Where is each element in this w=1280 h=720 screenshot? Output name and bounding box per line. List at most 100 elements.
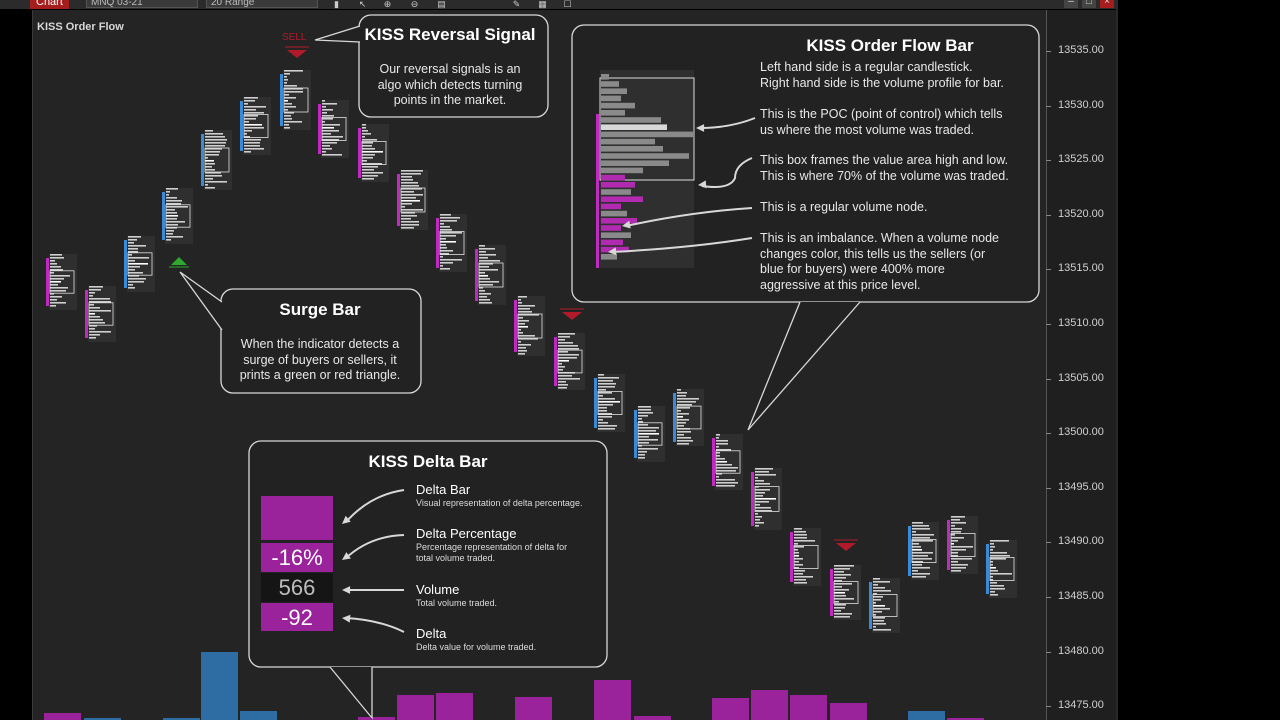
volume-profile-row	[518, 329, 521, 331]
volume-profile-row	[440, 217, 460, 219]
volume-profile-row	[677, 389, 681, 391]
properties-icon[interactable]: ☐	[563, 0, 572, 9]
instrument-selector[interactable]: MNQ 03-21	[86, 0, 198, 8]
volume-profile-row	[89, 319, 103, 321]
volume-profile-row	[755, 480, 764, 482]
volume-profile-row	[912, 540, 933, 542]
sample-value-area-box	[599, 77, 695, 181]
volume-profile-row	[166, 206, 188, 208]
volume-profile-row	[873, 617, 885, 619]
volume-profile-row	[951, 540, 958, 542]
candlestick-body	[554, 337, 557, 386]
volume-profile-row	[990, 558, 1006, 560]
zoom-out-icon[interactable]: ⊖	[410, 0, 419, 9]
volume-profile-row	[677, 431, 691, 433]
volume-profile-row	[873, 590, 891, 592]
note-line: This is a regular volume node.	[760, 200, 928, 214]
orderflow-note-imbalance: This is an imbalance. When a volume node…	[760, 231, 1040, 293]
volume-profile-row	[440, 232, 462, 234]
volume-profile-row	[128, 242, 134, 244]
volume-profile-row	[244, 97, 258, 99]
volume-profile-row	[677, 407, 690, 409]
volume-profile-row	[284, 112, 294, 114]
delta-histogram-bar	[947, 718, 984, 720]
volume-profile-row	[518, 344, 531, 346]
sell-signal-triangle	[287, 50, 307, 58]
price-axis[interactable]	[1046, 10, 1117, 720]
volume-profile-row	[912, 525, 929, 527]
volume-profile-row	[951, 519, 960, 521]
bar-type-selector[interactable]: 20 Range	[206, 0, 318, 8]
volume-profile-row	[912, 546, 921, 548]
volume-profile-row	[558, 342, 573, 344]
volume-profile-row	[205, 151, 220, 153]
volume-profile-row	[362, 157, 373, 159]
volume-profile-row	[794, 579, 806, 581]
drawing-tools-icon[interactable]: ✎	[512, 0, 521, 9]
volume-profile-row	[518, 311, 532, 313]
indicators-icon[interactable]: ▦	[538, 0, 547, 9]
tab-chart[interactable]: Chart	[30, 0, 69, 9]
zoom-in-icon[interactable]: ⊕	[383, 0, 392, 9]
volume-profile-row	[479, 287, 483, 289]
minimize-button[interactable]: –	[1064, 0, 1078, 8]
delta-histogram-bar	[908, 711, 945, 720]
bar-style-icon[interactable]: ▮	[334, 0, 339, 9]
volume-profile-row	[755, 513, 758, 515]
volume-profile-row	[166, 203, 181, 205]
volume-profile-row	[401, 194, 423, 196]
volume-profile-row	[755, 483, 770, 485]
volume-profile-row	[166, 218, 177, 220]
candlestick-body	[436, 218, 439, 268]
volume-profile-row	[205, 175, 222, 177]
sample-volume-node	[601, 95, 621, 102]
candlestick-body	[594, 378, 597, 428]
volume-profile-row	[598, 377, 619, 379]
volume-profile-row	[558, 336, 570, 338]
volume-profile-row	[518, 299, 521, 301]
volume-profile-row	[89, 301, 111, 303]
maximize-button[interactable]: □	[1082, 0, 1096, 8]
candlestick-body	[475, 249, 478, 301]
volume-profile-row	[951, 516, 965, 518]
volume-profile-row	[755, 477, 758, 479]
volume-profile-row	[951, 543, 954, 545]
volume-profile-row	[362, 124, 366, 126]
volume-profile-row	[951, 546, 973, 548]
value-area-box	[204, 147, 230, 173]
volume-profile-row	[834, 568, 850, 570]
price-tick	[1046, 597, 1051, 598]
volume-profile-row	[558, 384, 568, 386]
volume-profile-row	[362, 160, 367, 162]
volume-profile-row	[558, 333, 575, 335]
volume-profile-row	[518, 341, 521, 343]
volume-profile-row	[794, 567, 799, 569]
volume-profile-row	[794, 540, 815, 542]
volume-profile-row	[794, 534, 807, 536]
volume-profile-row	[205, 136, 225, 138]
delta-label: Delta	[416, 626, 447, 641]
volume-profile-row	[89, 331, 111, 333]
arrow-line	[699, 117, 756, 129]
sample-volume-node	[601, 254, 617, 260]
close-button[interactable]: ×	[1100, 0, 1114, 8]
bar-data-icon[interactable]: ▤	[437, 0, 446, 9]
volume-profile-row	[322, 133, 331, 135]
volume-profile-row	[834, 583, 852, 585]
volume-profile-row	[951, 531, 961, 533]
volume-profile-row	[89, 304, 94, 306]
volume-profile-row	[677, 395, 686, 397]
delta-callout-title: KISS Delta Bar	[368, 452, 488, 471]
pointer-icon[interactable]: ↖	[358, 0, 367, 9]
chart-toolbar: Chart MNQ 03-21 20 Range ▮ ↖ ⊕ ⊖ ▤ ✎ ▦ ☐…	[0, 0, 1118, 9]
arrow-head	[696, 124, 705, 132]
volume-profile-row	[128, 245, 146, 247]
volume-profile-row	[518, 326, 528, 328]
volume-profile-row	[834, 610, 841, 612]
price-tick	[1046, 160, 1051, 162]
volume-profile-row	[755, 501, 769, 503]
volume-profile-row	[89, 307, 100, 309]
volume-profile-row	[912, 528, 930, 530]
volume-profile-row	[638, 424, 648, 426]
surge-callout-body: When the indicator detects a surge of bu…	[222, 337, 418, 384]
